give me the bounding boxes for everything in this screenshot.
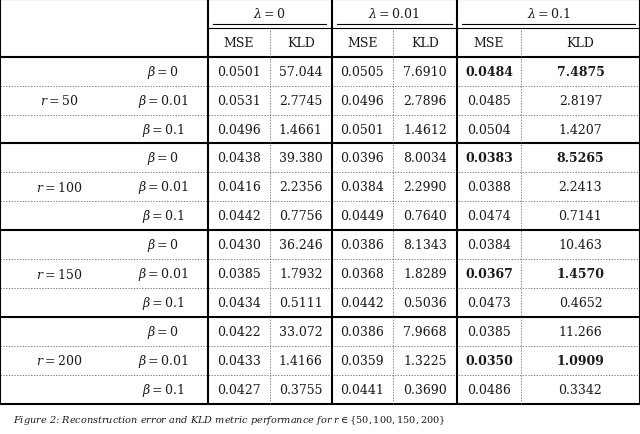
Text: 2.7745: 2.7745: [279, 95, 323, 107]
Text: 2.2413: 2.2413: [559, 181, 602, 194]
Text: 0.7640: 0.7640: [403, 210, 447, 223]
Text: $\lambda = 0.01$: $\lambda = 0.01$: [369, 7, 420, 21]
Text: 7.9668: 7.9668: [403, 325, 447, 338]
Text: $r = 100$: $r = 100$: [36, 181, 83, 194]
Text: $\beta = 0.01$: $\beta = 0.01$: [138, 352, 189, 369]
Text: 1.4166: 1.4166: [279, 354, 323, 367]
Text: $\beta = 0.01$: $\beta = 0.01$: [138, 92, 189, 109]
Text: $\beta = 0.1$: $\beta = 0.1$: [141, 294, 185, 311]
Text: MSE: MSE: [474, 37, 504, 50]
Text: 0.0384: 0.0384: [467, 239, 511, 252]
Text: 0.0496: 0.0496: [217, 123, 261, 136]
Text: 0.0486: 0.0486: [467, 383, 511, 396]
Text: 0.3342: 0.3342: [559, 383, 602, 396]
Text: 1.3225: 1.3225: [403, 354, 447, 367]
Text: 36.246: 36.246: [279, 239, 323, 252]
Text: 0.0383: 0.0383: [465, 152, 513, 165]
Text: 0.0531: 0.0531: [217, 95, 261, 107]
Text: 0.5036: 0.5036: [403, 296, 447, 309]
Text: 2.8197: 2.8197: [559, 95, 602, 107]
Text: 0.0496: 0.0496: [340, 95, 384, 107]
Text: 2.2990: 2.2990: [403, 181, 447, 194]
Text: 1.7932: 1.7932: [279, 267, 323, 280]
Text: $r = 200$: $r = 200$: [36, 353, 83, 367]
Text: 0.0501: 0.0501: [217, 66, 261, 79]
Text: 0.0368: 0.0368: [340, 267, 384, 280]
Text: 2.2356: 2.2356: [279, 181, 323, 194]
Text: 0.0416: 0.0416: [217, 181, 261, 194]
Text: 0.0484: 0.0484: [465, 66, 513, 79]
Text: $r = 150$: $r = 150$: [36, 267, 83, 281]
Text: 0.0386: 0.0386: [340, 325, 384, 338]
Text: $\lambda = 0.1$: $\lambda = 0.1$: [527, 7, 570, 21]
Text: $r = 50$: $r = 50$: [40, 94, 78, 108]
Text: 10.463: 10.463: [559, 239, 602, 252]
Text: 0.0442: 0.0442: [217, 210, 261, 223]
Text: 0.3690: 0.3690: [403, 383, 447, 396]
Text: 8.5265: 8.5265: [557, 152, 604, 165]
Text: Figure 2: Reconstruction error and KLD metric performance for $r \in \{50, 100, : Figure 2: Reconstruction error and KLD m…: [13, 413, 445, 426]
Text: $\beta = 0$: $\beta = 0$: [147, 150, 179, 167]
Text: 7.6910: 7.6910: [403, 66, 447, 79]
Text: 0.0430: 0.0430: [217, 239, 261, 252]
Text: 0.0388: 0.0388: [467, 181, 511, 194]
Text: 0.3755: 0.3755: [279, 383, 323, 396]
Text: $\beta = 0.01$: $\beta = 0.01$: [138, 179, 189, 196]
Text: 0.0473: 0.0473: [467, 296, 511, 309]
Text: 0.0427: 0.0427: [217, 383, 261, 396]
Text: 0.0386: 0.0386: [340, 239, 384, 252]
Text: $\beta = 0.01$: $\beta = 0.01$: [138, 266, 189, 283]
Text: KLD: KLD: [566, 37, 595, 50]
Text: 0.0359: 0.0359: [340, 354, 384, 367]
Text: 11.266: 11.266: [559, 325, 602, 338]
Text: 0.0396: 0.0396: [340, 152, 384, 165]
Text: 0.0485: 0.0485: [467, 95, 511, 107]
Text: MSE: MSE: [347, 37, 378, 50]
Text: 0.5111: 0.5111: [279, 296, 323, 309]
Text: 0.0422: 0.0422: [217, 325, 261, 338]
Text: $\beta = 0$: $\beta = 0$: [147, 237, 179, 253]
Text: $\lambda = 0$: $\lambda = 0$: [253, 7, 286, 21]
Text: 0.0433: 0.0433: [217, 354, 261, 367]
Text: 0.0367: 0.0367: [465, 267, 513, 280]
Text: 0.0449: 0.0449: [340, 210, 384, 223]
Text: 33.072: 33.072: [279, 325, 323, 338]
Text: KLD: KLD: [287, 37, 315, 50]
Text: 57.044: 57.044: [279, 66, 323, 79]
Text: 0.0384: 0.0384: [340, 181, 384, 194]
Text: 0.0350: 0.0350: [465, 354, 513, 367]
Text: KLD: KLD: [411, 37, 439, 50]
Text: $\beta = 0$: $\beta = 0$: [147, 323, 179, 340]
Text: 0.0438: 0.0438: [217, 152, 261, 165]
Text: $\beta = 0.1$: $\beta = 0.1$: [141, 381, 185, 398]
Text: $\beta = 0.1$: $\beta = 0.1$: [141, 208, 185, 225]
Text: 8.1343: 8.1343: [403, 239, 447, 252]
Text: 1.4612: 1.4612: [403, 123, 447, 136]
Text: 0.4652: 0.4652: [559, 296, 602, 309]
Text: 0.0385: 0.0385: [217, 267, 261, 280]
Text: 0.0505: 0.0505: [340, 66, 384, 79]
Text: $\beta = 0$: $\beta = 0$: [147, 64, 179, 81]
Text: 1.4661: 1.4661: [279, 123, 323, 136]
Text: 1.4570: 1.4570: [557, 267, 605, 280]
Text: 0.0441: 0.0441: [340, 383, 384, 396]
Text: 1.4207: 1.4207: [559, 123, 602, 136]
Text: 0.7756: 0.7756: [279, 210, 323, 223]
Text: 0.7141: 0.7141: [559, 210, 602, 223]
Text: $\beta = 0.1$: $\beta = 0.1$: [141, 121, 185, 138]
Text: 0.0474: 0.0474: [467, 210, 511, 223]
Text: 39.380: 39.380: [279, 152, 323, 165]
Text: 8.0034: 8.0034: [403, 152, 447, 165]
Text: 1.0909: 1.0909: [557, 354, 604, 367]
Text: 2.7896: 2.7896: [403, 95, 447, 107]
Text: 1.8289: 1.8289: [403, 267, 447, 280]
Text: 0.0504: 0.0504: [467, 123, 511, 136]
Text: 0.0434: 0.0434: [217, 296, 261, 309]
Text: 0.0442: 0.0442: [340, 296, 384, 309]
Text: 0.0385: 0.0385: [467, 325, 511, 338]
Text: 0.0501: 0.0501: [340, 123, 384, 136]
Text: 7.4875: 7.4875: [557, 66, 604, 79]
Text: MSE: MSE: [224, 37, 254, 50]
